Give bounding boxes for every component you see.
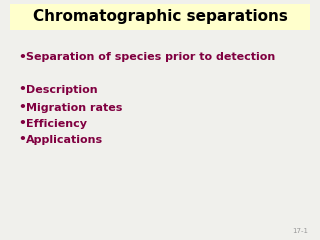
Text: Description: Description (26, 85, 98, 95)
FancyBboxPatch shape (10, 4, 310, 30)
Text: •: • (18, 50, 26, 64)
Text: Migration rates: Migration rates (26, 103, 122, 113)
Text: •: • (18, 102, 26, 114)
Text: Separation of species prior to detection: Separation of species prior to detection (26, 52, 275, 62)
Text: Efficiency: Efficiency (26, 119, 87, 129)
Text: Chromatographic separations: Chromatographic separations (33, 10, 287, 24)
Text: •: • (18, 118, 26, 131)
Text: 17-1: 17-1 (292, 228, 308, 234)
Text: Applications: Applications (26, 135, 103, 145)
Text: •: • (18, 133, 26, 146)
Text: •: • (18, 84, 26, 96)
